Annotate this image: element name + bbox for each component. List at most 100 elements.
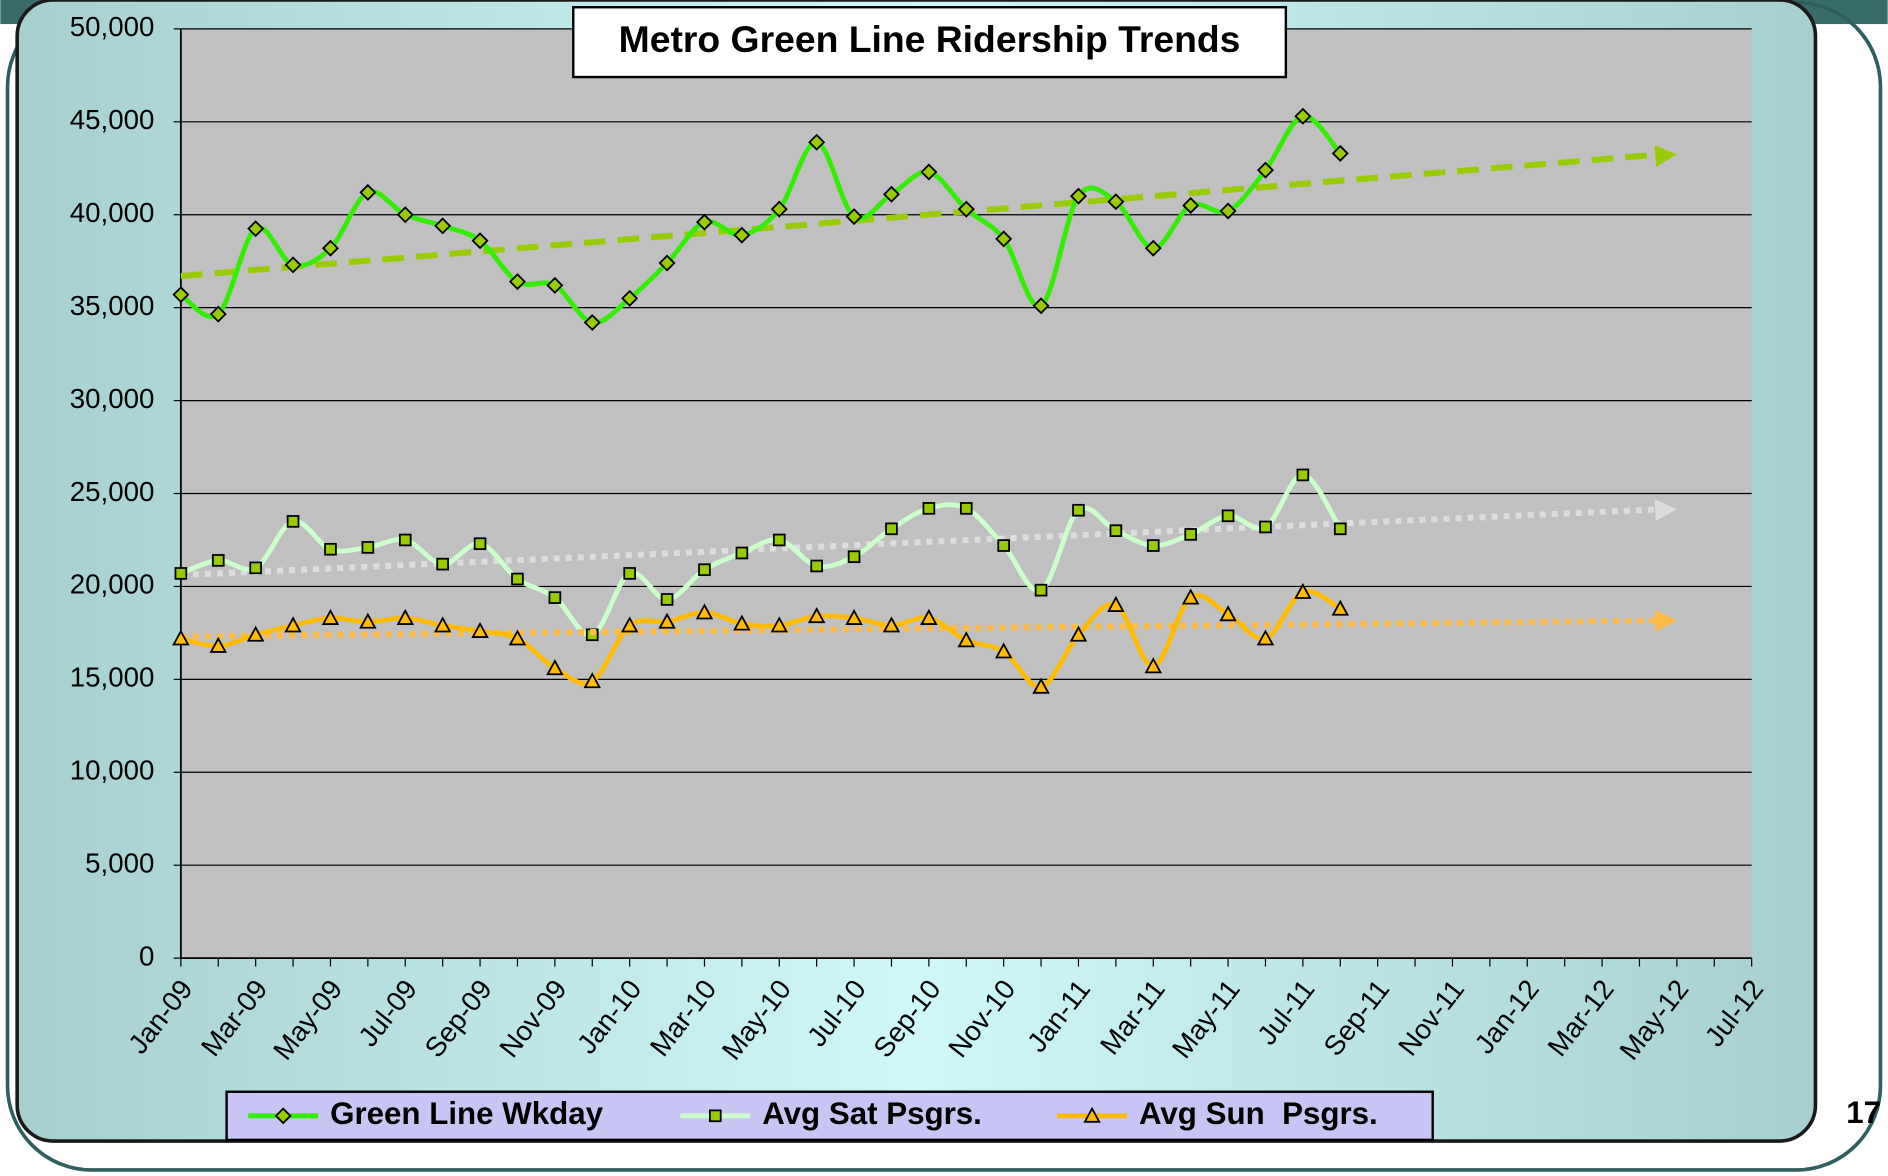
point xyxy=(770,616,789,633)
point xyxy=(172,629,190,646)
point xyxy=(546,276,564,294)
page-number: 17 xyxy=(1846,1095,1881,1130)
point xyxy=(321,239,339,257)
point xyxy=(1294,107,1312,125)
point xyxy=(770,200,788,218)
y-tick-label: 15,000 xyxy=(70,662,155,693)
point xyxy=(957,631,976,648)
point xyxy=(807,607,826,624)
y-tick-label: 10,000 xyxy=(70,755,155,786)
point xyxy=(922,502,936,515)
point xyxy=(994,642,1013,659)
point xyxy=(398,533,412,547)
point xyxy=(471,621,489,638)
point xyxy=(583,672,602,689)
point xyxy=(284,616,302,633)
point xyxy=(508,629,527,646)
y-tick-label: 20,000 xyxy=(70,569,155,600)
point xyxy=(174,567,188,580)
trend-line xyxy=(180,151,1663,280)
point xyxy=(1072,503,1085,517)
point xyxy=(1296,468,1310,482)
legend: Green Line Wkday Avg Sat Psgrs. Avg Sun Ps… xyxy=(248,1096,1378,1131)
point xyxy=(1034,583,1048,597)
point xyxy=(1184,528,1197,541)
point xyxy=(621,289,639,307)
point xyxy=(882,616,901,633)
point xyxy=(324,542,337,556)
point xyxy=(920,163,938,181)
point xyxy=(772,533,786,547)
point xyxy=(695,603,714,620)
point xyxy=(359,612,377,629)
point xyxy=(620,616,639,633)
plot: 0 5,000 10,000 15,000 20,000 25,000 30,000 35,0… xyxy=(70,11,1770,1065)
point xyxy=(733,226,751,244)
point xyxy=(885,522,898,536)
point xyxy=(396,206,414,224)
series xyxy=(172,107,1677,332)
point xyxy=(959,502,973,515)
point xyxy=(1069,625,1088,642)
trend-arrow xyxy=(1654,145,1677,167)
point xyxy=(1109,524,1123,537)
series xyxy=(174,468,1677,642)
y-tick-label: 30,000 xyxy=(70,383,155,414)
point xyxy=(810,559,823,573)
point xyxy=(1256,629,1275,646)
point xyxy=(735,546,749,560)
point xyxy=(274,1107,292,1125)
y-tick-label: 5,000 xyxy=(85,848,154,879)
point xyxy=(957,200,975,218)
point xyxy=(1032,297,1050,315)
point xyxy=(1182,196,1200,214)
point xyxy=(1144,657,1163,674)
chart-title: Metro Green Line Ridership Trends xyxy=(619,18,1241,60)
point xyxy=(211,554,225,567)
y-tick-label: 45,000 xyxy=(70,104,155,135)
point xyxy=(396,608,415,625)
point xyxy=(1333,522,1347,536)
y-tick-label: 25,000 xyxy=(70,476,155,507)
point xyxy=(511,572,524,586)
point xyxy=(847,550,861,564)
point xyxy=(995,230,1013,248)
point xyxy=(920,608,938,625)
point xyxy=(997,539,1010,552)
trend-arrow xyxy=(1655,609,1677,632)
point xyxy=(623,567,636,580)
point xyxy=(845,208,863,226)
point xyxy=(436,557,449,571)
point xyxy=(359,183,377,201)
point xyxy=(249,561,262,575)
point xyxy=(808,133,826,151)
point xyxy=(1032,677,1050,694)
point xyxy=(247,220,265,238)
point xyxy=(172,286,190,304)
title-box xyxy=(572,6,1288,79)
y-tick-label: 35,000 xyxy=(70,290,155,321)
series xyxy=(172,582,1677,694)
point xyxy=(1294,582,1312,599)
point xyxy=(1221,509,1235,523)
point xyxy=(708,1109,722,1123)
point xyxy=(1256,161,1274,179)
point xyxy=(284,256,302,274)
point xyxy=(473,537,487,551)
y-tick-label: 0 xyxy=(139,940,154,971)
point xyxy=(546,659,564,676)
point xyxy=(246,625,265,642)
point xyxy=(1259,520,1272,534)
point xyxy=(583,314,601,332)
point xyxy=(361,541,375,554)
legend-label: Green Line Wkday xyxy=(330,1096,604,1131)
point xyxy=(845,608,863,625)
point xyxy=(1144,239,1162,257)
point xyxy=(433,616,452,633)
trend-arrow xyxy=(1654,499,1677,521)
point xyxy=(1181,588,1200,605)
point xyxy=(1107,595,1125,612)
y-tick-label: 40,000 xyxy=(70,197,155,228)
y-tick-label: 50,000 xyxy=(70,11,155,42)
